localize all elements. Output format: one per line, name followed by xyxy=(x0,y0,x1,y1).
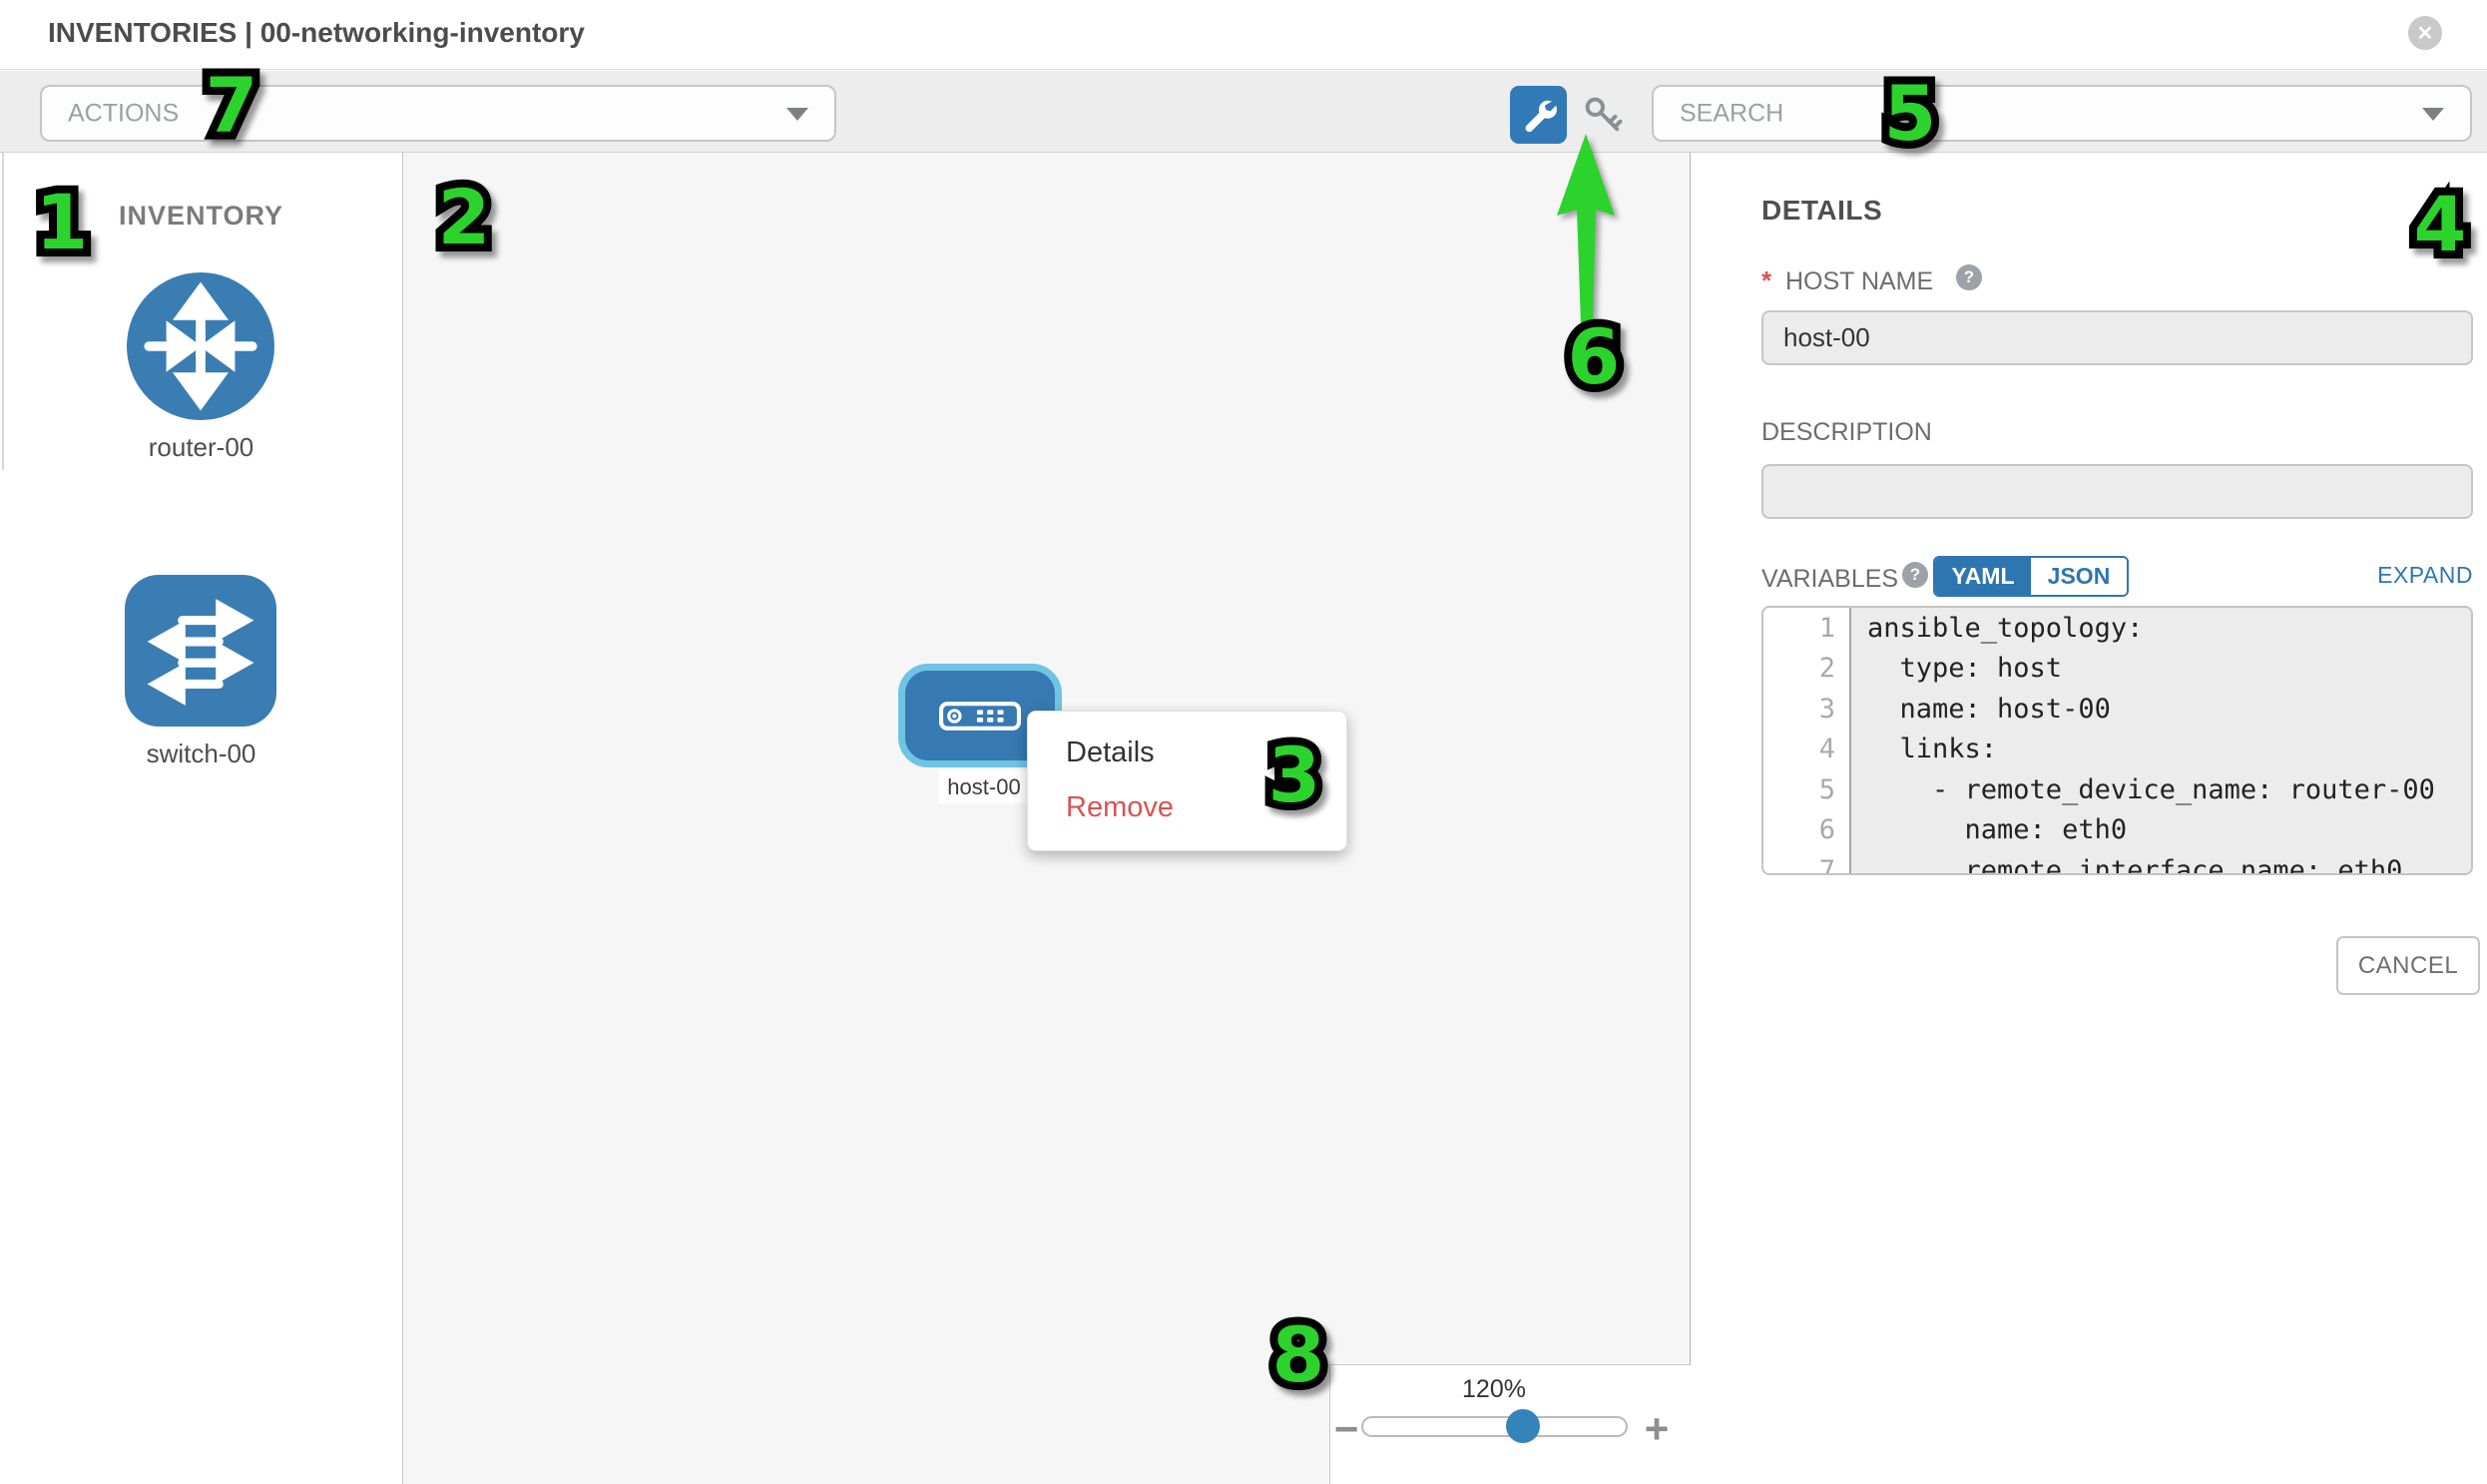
chevron-down-icon xyxy=(786,107,808,121)
description-label: DESCRIPTION xyxy=(1761,418,1932,446)
sidebar-item-label: router-00 xyxy=(148,432,254,462)
node-context-menu: Details Remove xyxy=(1027,711,1347,851)
page-title: INVENTORIES | 00-networking-inventory xyxy=(48,17,585,48)
details-title: DETAILS xyxy=(1761,195,1883,226)
editor-line: 7 remote_interface_name: eth0 xyxy=(1763,850,2471,873)
search-dropdown[interactable]: SEARCH xyxy=(1652,85,2472,142)
editor-line: 4 links: xyxy=(1763,729,2471,769)
host-node-label: host-00 xyxy=(939,770,1029,803)
format-toggle: YAML JSON xyxy=(1933,556,2129,597)
editor-line: 1 ansible_topology: xyxy=(1763,608,2471,649)
zoom-slider-handle[interactable] xyxy=(1506,1409,1540,1443)
help-icon[interactable]: ? xyxy=(1956,264,1982,290)
zoom-slider[interactable] xyxy=(1361,1409,1628,1443)
actions-dropdown-label: ACTIONS xyxy=(68,99,180,127)
key-button[interactable] xyxy=(1581,93,1625,137)
json-toggle-button[interactable]: JSON xyxy=(2031,558,2127,595)
sidebar-title: INVENTORY xyxy=(118,201,284,231)
editor-line: 6 name: eth0 xyxy=(1763,809,2471,850)
editor-line: 5 - remote_device_name: router-00 xyxy=(1763,769,2471,810)
inventory-sidebar: INVENTORY router-00 xyxy=(0,153,403,1484)
toolbar: ACTIONS SEARCH xyxy=(0,71,2487,153)
chevron-down-icon xyxy=(2422,107,2444,121)
zoom-in-button[interactable]: + xyxy=(1644,1405,1670,1452)
editor-line: 3 name: host-00 xyxy=(1763,689,2471,730)
zoom-panel: 120% − + xyxy=(1329,1364,1691,1484)
description-input[interactable] xyxy=(1761,464,2473,519)
zoom-level-label: 120% xyxy=(1462,1375,1526,1403)
variables-label: VARIABLES xyxy=(1761,565,1899,593)
configure-button[interactable] xyxy=(1510,86,1567,144)
details-panel: DETAILS * HOST NAME ? DESCRIPTION VARIAB… xyxy=(1691,153,2487,1484)
cancel-button[interactable]: CANCEL xyxy=(2336,936,2480,995)
menu-item-remove[interactable]: Remove xyxy=(1066,791,1174,823)
sidebar-item-label: switch-00 xyxy=(146,739,256,768)
close-icon: ✕ xyxy=(2416,22,2434,45)
yaml-toggle-button[interactable]: YAML xyxy=(1935,558,2031,595)
actions-dropdown[interactable]: ACTIONS xyxy=(40,85,836,142)
required-asterisk: * xyxy=(1761,265,1772,295)
expand-link[interactable]: EXPAND xyxy=(2377,562,2473,588)
variables-editor[interactable]: 1 ansible_topology: 2 type: host 3 name:… xyxy=(1761,606,2473,875)
help-icon[interactable]: ? xyxy=(1902,562,1928,588)
host-name-label: HOST NAME xyxy=(1785,267,1934,295)
host-name-input[interactable] xyxy=(1761,310,2473,365)
search-dropdown-label: SEARCH xyxy=(1680,99,1784,127)
router-icon xyxy=(127,272,274,420)
close-button[interactable]: ✕ xyxy=(2408,16,2442,50)
host-icon xyxy=(939,701,1021,731)
menu-item-details[interactable]: Details xyxy=(1066,737,1155,768)
switch-icon xyxy=(125,575,276,727)
zoom-out-button[interactable]: − xyxy=(1333,1405,1359,1452)
topology-canvas[interactable]: host-00 Details Remove 120% − + xyxy=(403,153,1691,1484)
editor-line: 2 type: host xyxy=(1763,648,2471,689)
app-header: INVENTORIES | 00-networking-inventory ✕ xyxy=(0,0,2487,70)
sidebar-scrollbar[interactable] xyxy=(2,153,4,470)
wrench-icon xyxy=(1525,100,1557,133)
key-icon xyxy=(1585,97,1623,132)
